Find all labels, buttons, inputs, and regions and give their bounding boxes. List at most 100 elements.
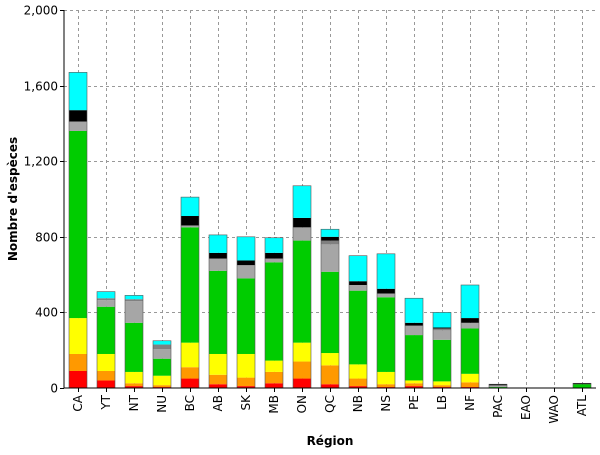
bar-segment-LB-5 — [433, 328, 451, 331]
x-tick-label: AB — [211, 395, 225, 411]
x-tick-labels: CA YT NT NU BC AB SK MB ON QC NB NS PE LB NF PAC EAO WAO A… — [71, 388, 589, 424]
bar-segment-PE-3 — [405, 335, 423, 381]
bar-segment-LB-3 — [433, 339, 451, 382]
bar-segment-NF-2 — [461, 373, 479, 383]
y-tick-label: 2,000 — [24, 4, 58, 18]
bar-segment-QC-2 — [321, 353, 339, 366]
bar-segment-NS-1 — [377, 384, 395, 388]
bar-segment-PE-6 — [405, 322, 423, 326]
bar-segment-NU-2 — [153, 375, 171, 386]
bar-segment-NB-6 — [349, 281, 367, 285]
y-tick-label: 1,200 — [24, 155, 58, 169]
bar-segment-LB-4 — [433, 330, 451, 340]
bar-segment-NU-7 — [153, 340, 171, 345]
bar-segment-NT-7 — [125, 295, 143, 300]
bar-segment-NF-3 — [461, 328, 479, 374]
bar-segment-BC-3 — [181, 227, 199, 343]
bar-segment-NT-0 — [125, 386, 143, 388]
bar-segment-BC-6 — [181, 216, 199, 226]
bar-segment-NB-3 — [349, 290, 367, 365]
x-tick-label: SK — [239, 394, 253, 411]
bar-segment-NT-5 — [125, 299, 143, 302]
x-tick-label: EAO — [519, 395, 533, 420]
bar-segment-AB-1 — [209, 374, 227, 385]
bar-segment-PAC-6 — [489, 384, 507, 386]
bar-segment-CA-7 — [69, 72, 87, 111]
bar-segment-BC-2 — [181, 342, 199, 368]
bar-segment-YT-2 — [97, 353, 115, 371]
bar-segment-ON-7 — [293, 185, 311, 218]
bar-segment-PAC-5 — [489, 385, 507, 387]
bar-segment-NS-6 — [377, 288, 395, 294]
bar-segment-MB-1 — [265, 371, 283, 384]
bar-segment-ON-2 — [293, 342, 311, 362]
y-tick-label: 1,600 — [24, 80, 58, 94]
bar-segment-SK-0 — [237, 386, 255, 388]
bar-segment-QC-7 — [321, 229, 339, 237]
bar-segment-SK-7 — [237, 236, 255, 261]
bar-segment-SK-3 — [237, 278, 255, 354]
bar-segment-BC-1 — [181, 367, 199, 379]
bar-segment-NT-4 — [125, 301, 143, 323]
bar-segment-YT-1 — [97, 370, 115, 381]
bar-segment-AB-4 — [209, 258, 227, 271]
bar-segment-ON-3 — [293, 240, 311, 343]
y-tick-label: 400 — [35, 306, 58, 320]
bar-segment-LB-7 — [433, 312, 451, 328]
bar-segment-NF-4 — [461, 322, 479, 329]
x-tick-label: NB — [351, 395, 365, 412]
bar-segment-CA-1 — [69, 353, 87, 371]
bar-segment-AB-7 — [209, 234, 227, 253]
x-tick-label: PE — [407, 395, 421, 410]
bar-segment-NU-5 — [153, 344, 171, 350]
y-tick-label: 800 — [35, 231, 58, 245]
x-tick-label: ATL — [575, 395, 589, 417]
y-tick-labels: 0 400 800 1,200 1,600 2,000 — [24, 4, 64, 396]
bar-segment-PE-1 — [405, 383, 423, 387]
bar-segment-ATL-6 — [573, 383, 591, 385]
y-tick-label: 0 — [50, 382, 58, 396]
bar-segment-AB-2 — [209, 353, 227, 375]
bar-segment-MB-7 — [265, 237, 283, 253]
bar-segment-NF-7 — [461, 284, 479, 319]
bar-segment-YT-5 — [97, 298, 115, 301]
bar-segment-YT-7 — [97, 291, 115, 299]
bar-segment-CA-2 — [69, 318, 87, 354]
bar-segment-ATL-3 — [573, 384, 591, 388]
bar-segment-NU-3 — [153, 358, 171, 376]
bar-segment-SK-4 — [237, 265, 255, 279]
x-tick-label: CA — [71, 394, 85, 411]
x-tick-label: NT — [127, 394, 141, 411]
bar-segment-PE-7 — [405, 298, 423, 323]
bar-segment-CA-0 — [69, 370, 87, 388]
bar-segment-AB-3 — [209, 270, 227, 354]
y-axis-title: Nombre d'espèces — [6, 137, 20, 261]
bar-segment-NB-7 — [349, 255, 367, 282]
bar-segment-MB-3 — [265, 262, 283, 361]
bar-segment-NT-1 — [125, 383, 143, 387]
x-tick-label: ON — [295, 395, 309, 413]
bar-segment-BC-7 — [181, 197, 199, 217]
bar-segment-YT-0 — [97, 380, 115, 388]
x-tick-label: NU — [155, 395, 169, 413]
bar-segment-CA-4 — [69, 121, 87, 131]
x-tick-label: BC — [183, 395, 197, 411]
x-tick-label: QC — [323, 395, 337, 413]
bar-segment-NS-3 — [377, 297, 395, 372]
bar-segment-AB-0 — [209, 384, 227, 388]
bar-segment-NB-1 — [349, 378, 367, 387]
bar-segment-NS-2 — [377, 371, 395, 385]
bar-segment-YT-3 — [97, 306, 115, 354]
bar-segment-NU-4 — [153, 349, 171, 359]
bar-segment-NT-2 — [125, 371, 143, 384]
x-tick-label: NF — [463, 395, 477, 411]
bar-segment-NS-7 — [377, 253, 395, 289]
x-tick-label: LB — [435, 395, 449, 410]
bar-segment-NU-1 — [153, 385, 171, 388]
bar-segment-LB-2 — [433, 381, 451, 386]
x-tick-label: PAC — [491, 395, 505, 418]
bar-segment-PAC-4 — [489, 386, 507, 388]
bar-segment-NB-4 — [349, 284, 367, 291]
